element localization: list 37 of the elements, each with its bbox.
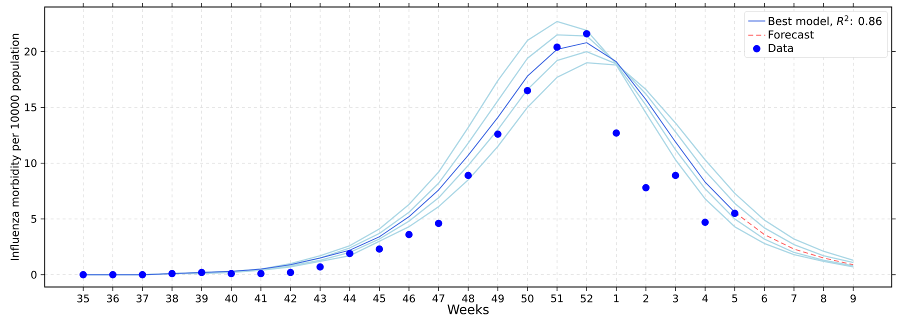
x-tick-label: 45 [373,294,386,302]
legend-label: Best model, R$^{2}$: 0.86 [768,15,882,26]
legend-label: Data [768,44,793,52]
x-tick-label: 9 [850,294,856,302]
x-tick-label: 36 [106,294,119,302]
y-tick-label: 20 [24,48,36,56]
x-tick-label: 44 [344,294,356,302]
x-tick-label: 49 [492,294,504,302]
x-tick-label: 5 [732,294,738,302]
x-tick-label: 40 [225,294,238,302]
x-tick-label: 39 [196,294,208,302]
y-tick-label: 15 [25,104,36,112]
legend-label: Forecast [768,30,814,39]
x-tick-label: 3 [672,294,678,302]
x-tick-label: 1 [614,294,619,302]
x-tick-label: 8 [820,294,826,302]
x-axis-title: Weeks [448,304,489,314]
x-tick-label: 52 [580,294,592,302]
x-tick-label: 48 [462,294,474,302]
x-tick-label: 41 [254,294,267,302]
x-tick-label: 6 [762,294,768,302]
x-tick-label: 38 [166,294,178,302]
y-tick-label: 0 [31,270,36,279]
x-tick-label: 46 [402,294,415,302]
y-axis-title: Influenza morbidity per 10000 population [10,34,22,260]
y-tick-label: 5 [31,215,36,223]
x-tick-label: 47 [432,294,444,302]
x-tick-label: 4 [702,294,708,302]
x-tick-label: 7 [792,294,796,302]
x-tick-label: 2 [643,294,648,302]
x-tick-label: 43 [314,294,326,302]
x-tick-label: 42 [284,294,296,302]
x-tick-label: 51 [551,294,563,302]
y-tick-label: 10 [25,159,36,168]
x-tick-label: 35 [77,294,89,302]
x-tick-label: 37 [136,294,148,302]
x-tick-label: 50 [522,294,534,302]
